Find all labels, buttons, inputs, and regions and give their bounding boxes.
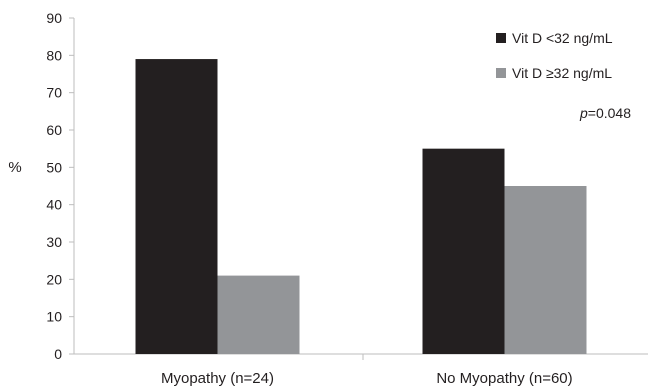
y-tick-label: 90 <box>46 10 62 26</box>
legend-swatch-vitd-high <box>496 68 506 78</box>
legend: Vit D <32 ng/mL Vit D ≥32 ng/mL <box>496 30 613 81</box>
bar-vitd-low-1 <box>423 149 505 354</box>
y-tick-label: 20 <box>46 271 62 287</box>
bars <box>136 59 587 354</box>
y-tick-label: 60 <box>46 122 62 138</box>
category-label: No Myopathy (n=60) <box>436 370 572 387</box>
y-tick-label: 70 <box>46 85 62 101</box>
p-value-annotation: p=0.048 <box>579 105 631 121</box>
legend-label-vitd-high: Vit D ≥32 ng/mL <box>512 65 612 81</box>
legend-label-vitd-low: Vit D <32 ng/mL <box>512 30 613 46</box>
p-symbol: p <box>579 105 588 121</box>
y-tick-label: 10 <box>46 309 62 325</box>
legend-swatch-vitd-low <box>496 33 506 43</box>
bar-vitd-high-0 <box>218 276 300 354</box>
y-axis-label: % <box>8 159 21 176</box>
y-tick-label: 40 <box>46 197 62 213</box>
category-label: Myopathy (n=24) <box>161 370 274 387</box>
y-ticks: 0 10 20 30 40 50 60 70 80 90 <box>46 10 74 362</box>
category-labels: Myopathy (n=24) No Myopathy (n=60) <box>161 370 573 387</box>
y-tick-label: 80 <box>46 47 62 63</box>
y-tick-label: 30 <box>46 234 62 250</box>
bar-vitd-high-1 <box>505 186 587 354</box>
bar-vitd-low-0 <box>136 59 218 354</box>
p-value: =0.048 <box>588 105 631 121</box>
y-tick-label: 50 <box>46 159 62 175</box>
y-tick-label: 0 <box>54 346 62 362</box>
